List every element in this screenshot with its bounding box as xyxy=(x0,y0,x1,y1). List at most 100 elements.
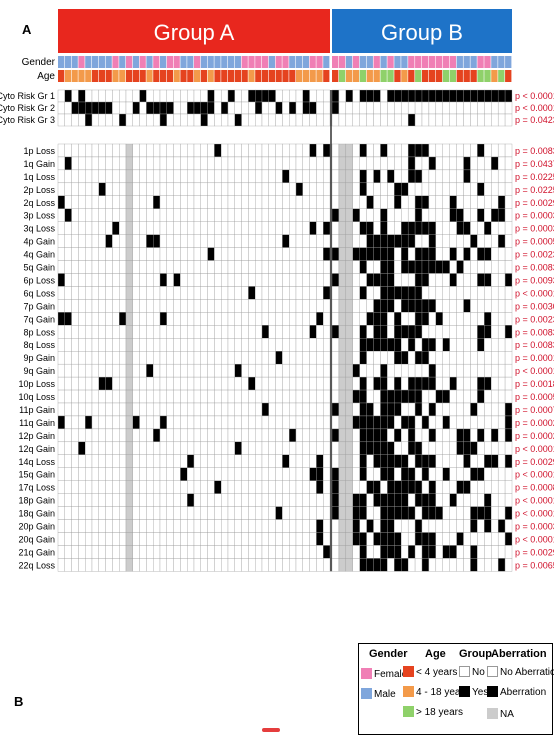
grid-cell xyxy=(193,480,201,494)
grid-cell xyxy=(470,113,478,127)
grid-cell xyxy=(470,415,478,430)
gender-cell xyxy=(415,56,422,68)
grid-cell xyxy=(159,143,167,158)
grid-cell xyxy=(241,467,249,481)
grid-cell xyxy=(159,299,167,313)
grid-cell xyxy=(261,273,269,287)
grid-cell xyxy=(338,299,347,313)
grid-cell xyxy=(200,156,208,171)
p-value: p < 0.0001 xyxy=(515,366,554,376)
grid-cell xyxy=(227,558,235,572)
grid-cell xyxy=(159,234,167,248)
grid-cell xyxy=(214,467,222,481)
grid-cell xyxy=(57,519,65,533)
grid-cell xyxy=(387,480,395,494)
grid-cell xyxy=(345,156,353,171)
grid-cell xyxy=(261,325,269,339)
grid-cell xyxy=(187,169,195,184)
grid-cell xyxy=(380,143,388,158)
grid-cell xyxy=(338,338,347,352)
grid-cell xyxy=(98,480,106,494)
grid-cell xyxy=(394,454,402,468)
grid-cell xyxy=(132,299,140,313)
grid-cell xyxy=(91,532,99,546)
grid-cell xyxy=(112,195,120,209)
grid-cell xyxy=(180,143,188,158)
grid-cell xyxy=(119,101,127,115)
grid-cell xyxy=(275,169,283,184)
grid-cell xyxy=(193,363,201,378)
grid-cell xyxy=(146,260,154,274)
grid-cell xyxy=(289,467,297,481)
grid-cell xyxy=(112,363,120,378)
grid-cell xyxy=(119,169,127,184)
grid-cell xyxy=(85,260,93,274)
grid-cell xyxy=(366,441,374,455)
grid-cell xyxy=(295,195,303,209)
grid-cell xyxy=(435,182,443,196)
grid-cell xyxy=(504,312,513,326)
grid-cell xyxy=(153,493,161,507)
grid-cell xyxy=(366,376,374,391)
age-cell xyxy=(415,70,422,82)
grid-cell xyxy=(316,415,324,430)
grid-cell xyxy=(85,415,93,430)
grid-cell xyxy=(289,89,297,103)
grid-cell xyxy=(193,89,201,103)
grid-cell xyxy=(338,208,347,222)
grid-cell xyxy=(387,195,395,209)
grid-cell xyxy=(85,441,93,455)
age-4-18-swatch xyxy=(403,686,414,697)
grid-cell xyxy=(302,89,310,103)
grid-cell xyxy=(477,480,485,494)
grid-cell xyxy=(275,351,283,365)
grid-cell xyxy=(234,402,242,417)
grid-cell xyxy=(302,545,310,559)
grid-cell xyxy=(275,519,283,533)
grid-cell xyxy=(234,195,242,209)
grid-cell xyxy=(302,506,310,520)
grid-cell xyxy=(463,454,471,468)
grid-cell xyxy=(180,389,188,404)
grid-cell xyxy=(173,325,181,339)
grid-cell xyxy=(255,338,263,352)
grid-cell xyxy=(85,532,93,546)
grid-cell xyxy=(504,338,513,352)
grid-cell xyxy=(261,376,269,391)
grid-cell xyxy=(85,101,93,115)
grid-cell xyxy=(497,338,506,352)
grid-cell xyxy=(241,182,249,196)
grid-cell xyxy=(309,441,317,455)
grid-cell xyxy=(234,454,242,468)
grid-cell xyxy=(359,247,367,261)
grid-cell xyxy=(463,312,471,326)
grid-cell xyxy=(119,299,127,313)
grid-cell xyxy=(207,480,215,494)
grid-cell xyxy=(387,428,395,443)
grid-cell xyxy=(470,89,478,103)
grid-cell xyxy=(227,532,235,546)
grid-cell xyxy=(352,182,360,196)
grid-cell xyxy=(221,506,229,520)
grid-cell xyxy=(227,454,235,468)
grid-cell xyxy=(275,480,283,494)
grid-cell xyxy=(484,247,492,261)
grid-cell xyxy=(449,389,457,404)
grid-cell xyxy=(387,325,395,339)
grid-cell xyxy=(352,169,360,184)
grid-cell xyxy=(309,480,317,494)
grid-cell xyxy=(302,558,310,572)
grid-cell xyxy=(105,338,113,352)
age-cell xyxy=(92,70,99,82)
grid-cell xyxy=(504,363,513,378)
grid-cell xyxy=(442,519,450,533)
grid-cell xyxy=(401,113,409,127)
grid-cell xyxy=(193,493,201,507)
grid-cell xyxy=(71,558,79,572)
grid-cell xyxy=(193,532,201,546)
grid-cell xyxy=(132,467,140,481)
grid-cell xyxy=(331,493,340,507)
grid-cell xyxy=(442,454,450,468)
grid-cell xyxy=(380,558,388,572)
row-label: 6q Loss xyxy=(23,288,55,298)
